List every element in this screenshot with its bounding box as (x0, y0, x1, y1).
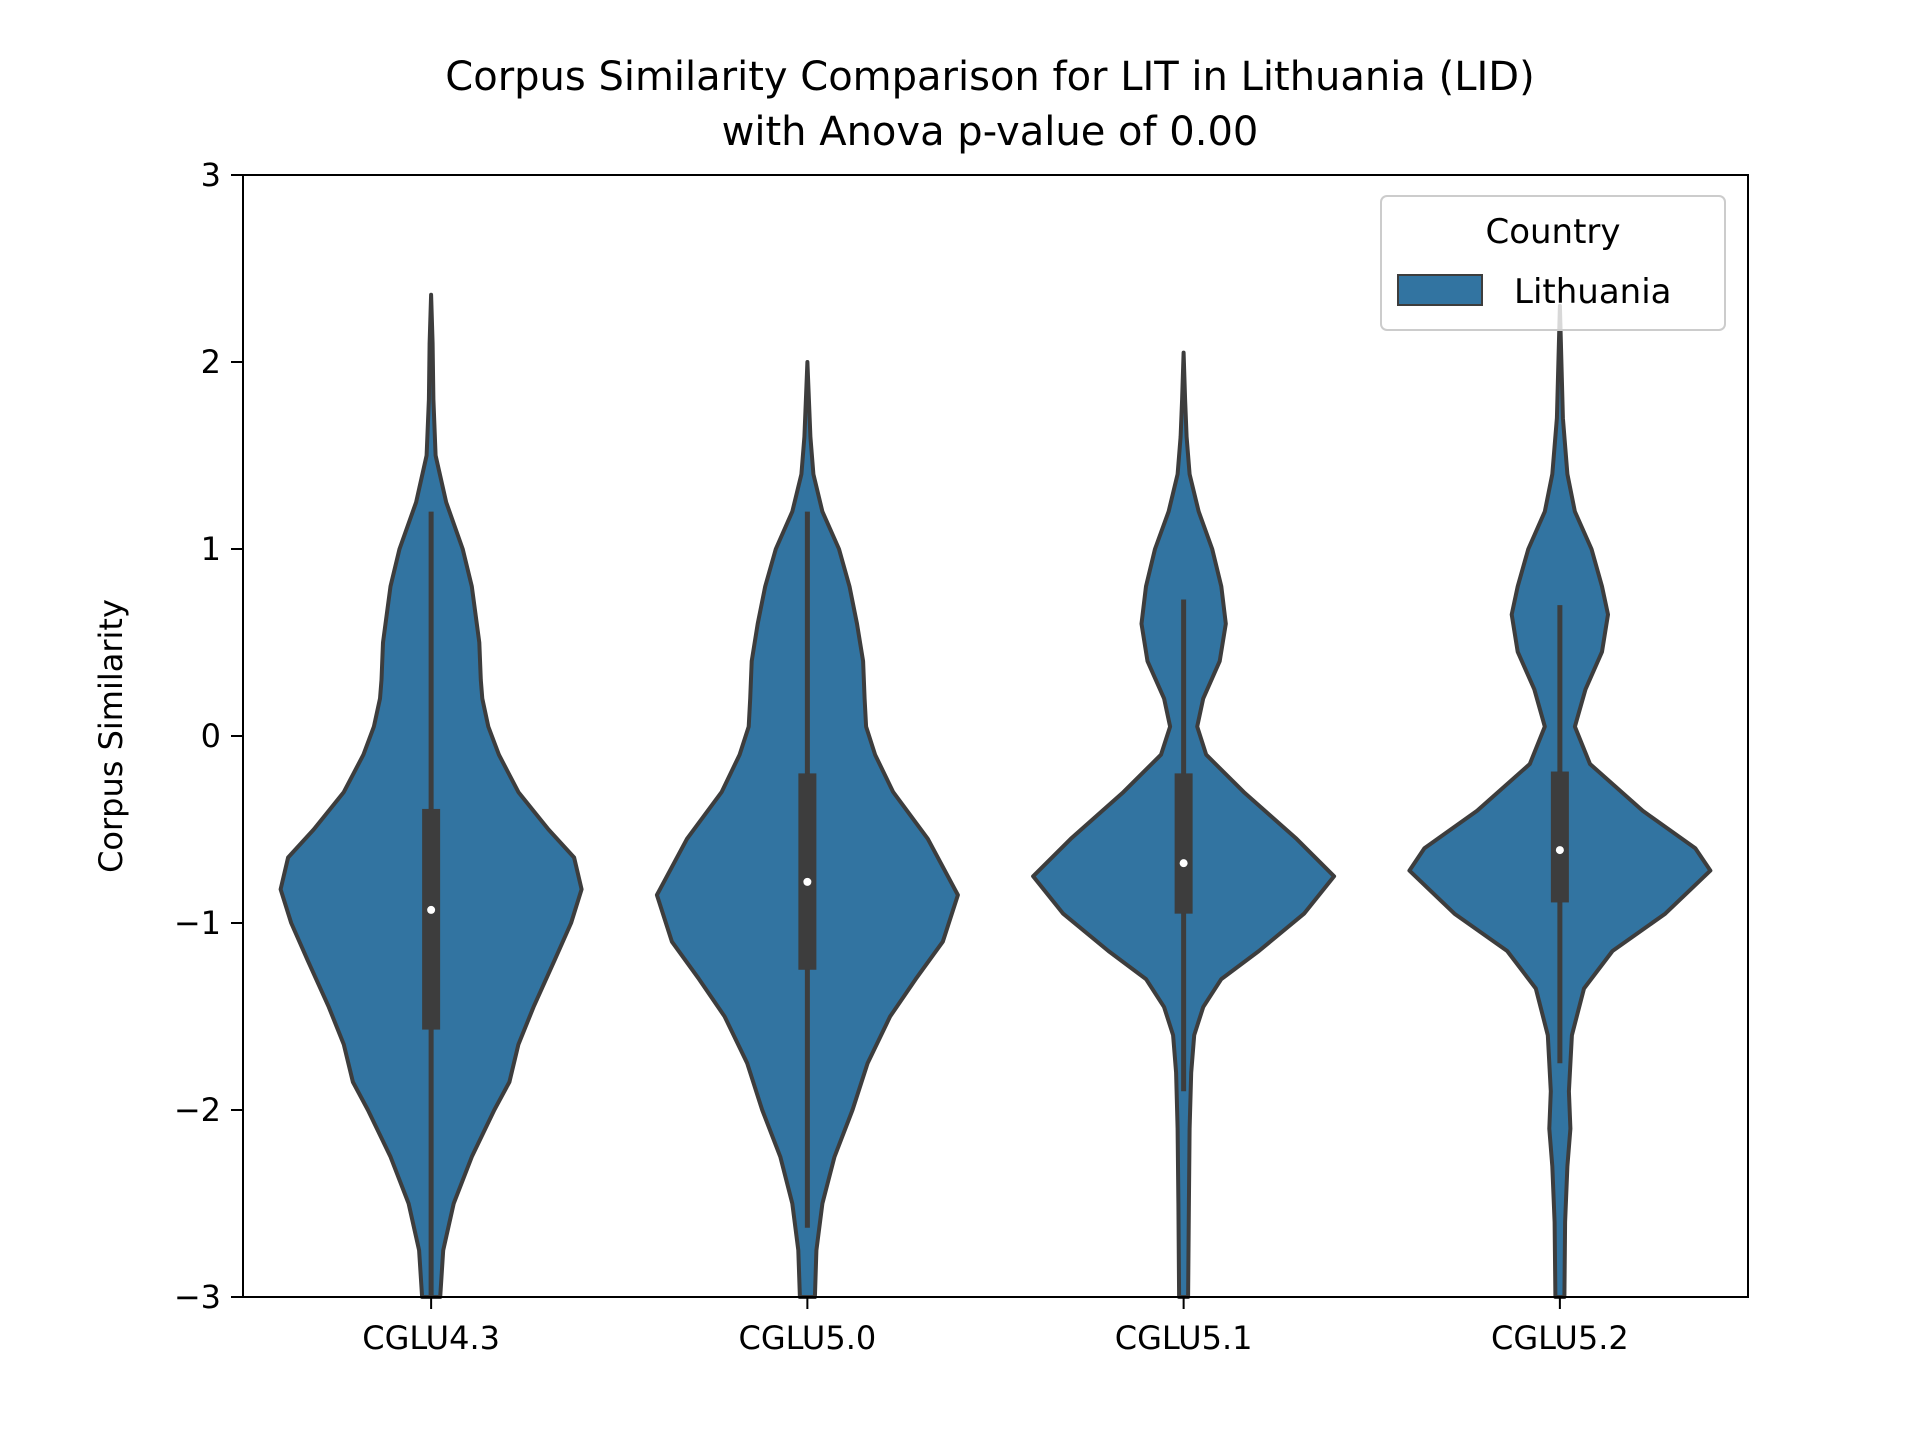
legend-entry-lithuania: Lithuania (1514, 272, 1671, 312)
chart-title-line2: with Anova p-value of 0.00 (722, 109, 1259, 155)
chart-title-line1: Corpus Similarity Comparison for LIT in … (445, 54, 1534, 100)
y-tick-label: −2 (174, 1091, 221, 1129)
y-tick-label: 3 (201, 156, 221, 194)
x-axis: CGLU4.3 CGLU5.0 CGLU5.1 CGLU5.2 (362, 1297, 1629, 1357)
iqr-box-CGLU5.2 (1550, 771, 1569, 903)
x-tick-label: CGLU5.0 (739, 1319, 877, 1357)
x-tick-label: CGLU4.3 (362, 1319, 500, 1357)
box-layer (422, 511, 1569, 1297)
y-tick-label: 0 (201, 717, 221, 755)
x-tick-label: CGLU5.1 (1115, 1319, 1253, 1357)
y-tick-label: 2 (201, 343, 221, 381)
x-tick-label: CGLU5.2 (1491, 1319, 1629, 1357)
y-axis: 3 2 1 0 −1 −2 −3 (174, 156, 243, 1316)
iqr-box-CGLU5.0 (798, 773, 817, 970)
y-tick-label: 1 (201, 530, 221, 568)
legend: Country Lithuania (1380, 195, 1726, 331)
median-dot-CGLU5.1 (1179, 859, 1188, 868)
median-dot-CGLU4.3 (427, 905, 436, 914)
y-tick-label: −3 (174, 1278, 221, 1316)
legend-title: Country (1485, 212, 1620, 252)
iqr-box-CGLU4.3 (422, 808, 441, 1030)
median-dot-CGLU5.0 (803, 877, 812, 886)
median-dot-CGLU5.2 (1555, 846, 1564, 855)
y-tick-label: −1 (174, 904, 221, 942)
violins-layer (278, 292, 1713, 1299)
y-axis-label: Corpus Similarity (92, 599, 130, 873)
iqr-box-CGLU5.1 (1174, 773, 1193, 914)
legend-swatch-lithuania (1397, 274, 1483, 306)
